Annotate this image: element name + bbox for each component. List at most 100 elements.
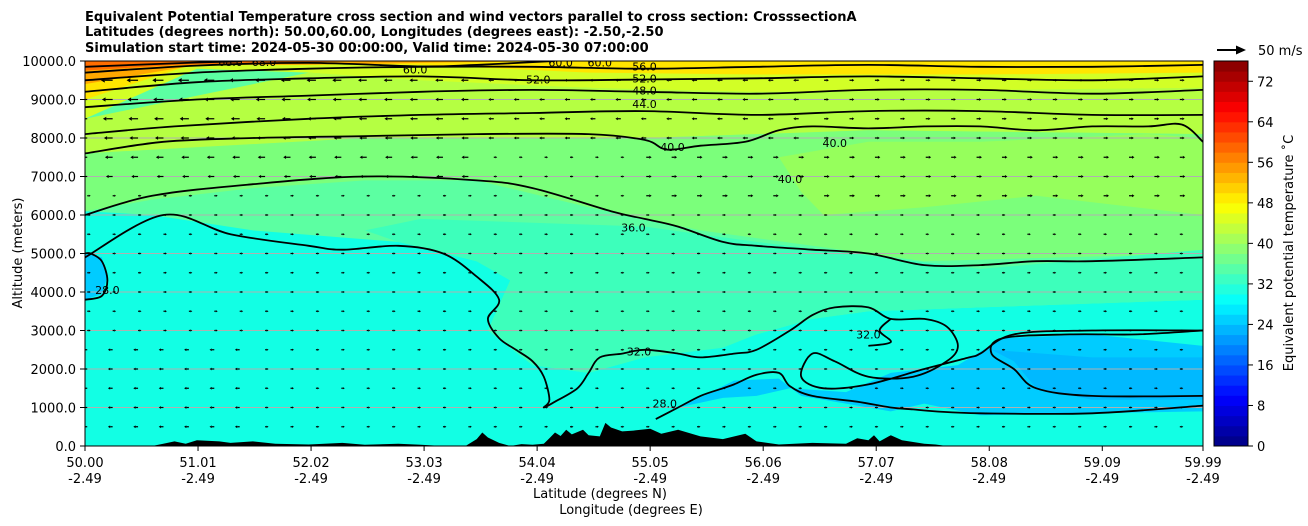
wind-vector-head xyxy=(368,271,371,274)
wind-vector-head xyxy=(698,290,701,294)
filled-region-24-26 xyxy=(85,253,108,300)
wind-vector-head xyxy=(1105,348,1108,351)
wind-vector-head xyxy=(266,213,269,217)
wind-vector-head xyxy=(640,98,644,101)
contour-line-56.0 xyxy=(85,63,1203,82)
wind-vector-head xyxy=(622,213,625,217)
contour-lines xyxy=(85,61,1203,420)
wind-vector-head xyxy=(513,117,517,121)
wind-vector-head xyxy=(241,233,244,236)
wind-vector-head xyxy=(215,252,218,255)
wind-vector-head xyxy=(256,116,260,121)
wind-vector-head xyxy=(647,252,650,255)
wind-vector-head xyxy=(673,290,676,294)
wind-vector-head xyxy=(698,367,701,371)
colorbar-segment xyxy=(1214,283,1248,295)
wind-vector-head xyxy=(793,78,796,82)
filled-region-42-44 xyxy=(778,134,1203,215)
wind-vector-head xyxy=(749,233,752,236)
wind-vector-head xyxy=(1182,117,1185,121)
wind-vector-head xyxy=(622,406,625,409)
wind-vector-head xyxy=(826,117,829,121)
wind-vector-head xyxy=(215,194,218,197)
wind-vector-head xyxy=(978,233,981,236)
wind-vector-head xyxy=(393,329,396,332)
quiver-key: 50 m/s xyxy=(1217,44,1303,59)
wind-vector-head xyxy=(282,116,286,121)
wind-vector-head xyxy=(184,425,187,429)
wind-vector-head xyxy=(444,213,447,217)
wind-vector-head xyxy=(1131,98,1134,101)
wind-vector-head xyxy=(596,213,599,217)
wind-vector-head xyxy=(1155,213,1158,217)
wind-vector-head xyxy=(435,136,439,140)
wind-vector-head xyxy=(495,194,498,197)
wind-vector-head xyxy=(384,97,388,102)
wind-vector-head xyxy=(571,252,574,255)
wind-vector-head xyxy=(1079,425,1082,428)
wind-vector-head xyxy=(979,136,982,140)
wind-vector-head xyxy=(257,155,261,159)
wind-vector-head xyxy=(1003,271,1006,274)
wind-vector-head xyxy=(1181,310,1184,313)
wind-vector-head xyxy=(292,194,294,197)
wind-vector-head xyxy=(241,213,244,217)
x-tick-label-lat: 59.99 xyxy=(1184,456,1221,471)
wind-vector-head xyxy=(133,386,136,390)
wind-vector-head xyxy=(590,98,593,101)
wind-vector-head xyxy=(622,194,625,197)
wind-vector-head xyxy=(133,348,136,352)
wind-vector-head xyxy=(495,367,498,371)
wind-vector-head xyxy=(852,98,855,101)
wind-vector-head xyxy=(749,213,752,217)
wind-vector-head xyxy=(1155,271,1158,274)
wind-vector-head xyxy=(128,116,132,121)
wind-vector-head xyxy=(368,252,371,255)
wind-vector-head xyxy=(82,348,84,351)
wind-vector-head xyxy=(1132,175,1135,178)
wind-vector-head xyxy=(368,425,371,428)
wind-vector-head xyxy=(596,290,599,294)
wind-vector-head xyxy=(978,367,981,371)
colorbar-segment xyxy=(1214,111,1248,123)
wind-vector-head xyxy=(520,406,523,409)
wind-vector-head xyxy=(342,233,345,236)
x-tick-label-lon: -2.49 xyxy=(1186,472,1220,487)
wind-vector-head xyxy=(1130,329,1133,332)
x-axis-label-longitude: Longitude (degrees E) xyxy=(559,503,703,518)
wind-vector-head xyxy=(393,290,396,294)
y-tick-label: 1000.0 xyxy=(31,402,77,417)
wind-vector-head xyxy=(1106,175,1110,178)
wind-vector-head xyxy=(539,98,542,101)
wind-vector-head xyxy=(292,271,294,274)
wind-vector-head xyxy=(130,155,134,160)
wind-vector-head xyxy=(877,78,880,82)
wind-vector-head xyxy=(1132,155,1135,159)
wind-vector-head xyxy=(767,136,771,140)
wind-vector-head xyxy=(723,213,726,217)
wind-vector-head xyxy=(673,367,676,371)
wind-vector-head xyxy=(622,425,625,428)
wind-vector-head xyxy=(852,175,855,178)
colorbar-segment xyxy=(1214,212,1248,224)
x-tick-label-lon: -2.49 xyxy=(746,472,780,487)
wind-vector-head xyxy=(800,290,803,294)
wind-vector-head xyxy=(1079,213,1082,217)
wind-vector-head xyxy=(1181,425,1184,428)
wind-vector-head xyxy=(266,290,269,294)
wind-vector-head xyxy=(876,406,879,409)
wind-vector-head xyxy=(1155,233,1158,236)
wind-vector-head xyxy=(190,194,193,197)
wind-vector-head xyxy=(952,213,955,217)
wind-vector-head xyxy=(158,348,161,352)
wind-vector-head xyxy=(700,155,703,159)
wind-vector-head xyxy=(383,78,387,83)
wind-vector-head xyxy=(953,117,956,121)
colorbar-label: Equivalent potential temperature ˚C xyxy=(1281,135,1297,371)
wind-vector-head xyxy=(827,175,830,178)
wind-vector-head xyxy=(241,329,244,332)
wind-vector-head xyxy=(368,367,371,371)
wind-vector-head xyxy=(332,97,336,102)
wind-vector-head xyxy=(513,98,517,101)
